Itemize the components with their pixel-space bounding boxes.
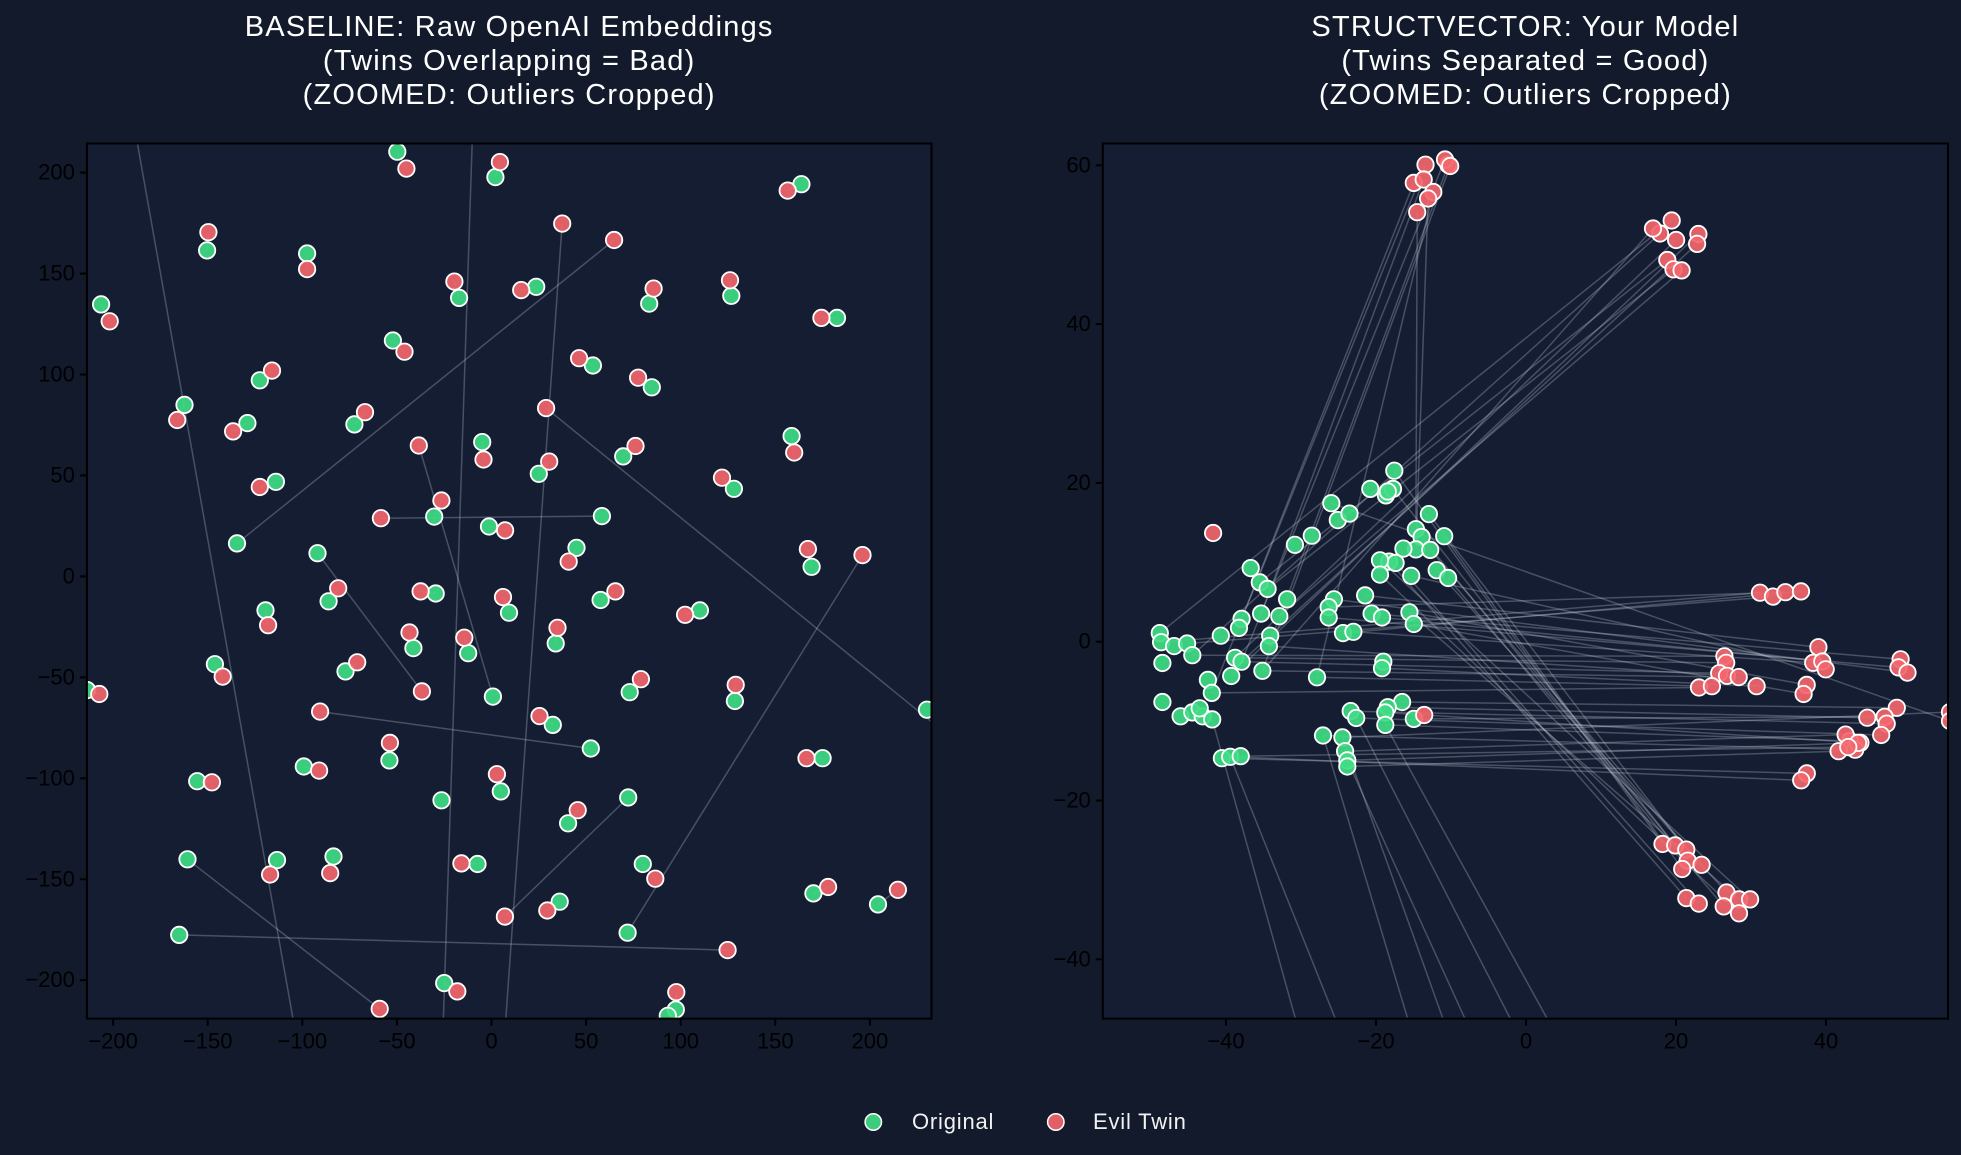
svg-text:(ZOOMED: Outliers Cropped): (ZOOMED: Outliers Cropped) [303,79,716,111]
svg-text:−100: −100 [278,1029,328,1054]
svg-text:−40: −40 [1053,946,1090,971]
svg-text:100: 100 [662,1029,699,1054]
svg-text:−50: −50 [378,1029,415,1054]
svg-text:−200: −200 [88,1029,138,1054]
svg-text:STRUCTVECTOR: Your Model: STRUCTVECTOR: Your Model [1311,11,1739,43]
svg-text:50: 50 [574,1029,598,1054]
svg-text:−20: −20 [1053,788,1090,813]
svg-text:−50: −50 [38,664,75,689]
svg-text:150: 150 [757,1029,794,1054]
svg-text:(Twins Separated = Good): (Twins Separated = Good) [1341,45,1709,77]
svg-text:−100: −100 [25,765,75,790]
svg-text:BASELINE: Raw OpenAI Embedding: BASELINE: Raw OpenAI Embeddings [245,11,774,43]
svg-text:40: 40 [1066,311,1090,336]
svg-text:−40: −40 [1207,1029,1244,1054]
svg-text:(Twins Overlapping = Bad): (Twins Overlapping = Bad) [323,45,696,77]
svg-text:0: 0 [1520,1029,1532,1054]
svg-text:200: 200 [38,160,75,185]
svg-text:40: 40 [1814,1029,1838,1054]
svg-text:100: 100 [38,362,75,387]
svg-text:0: 0 [63,563,75,588]
svg-text:−150: −150 [25,866,75,891]
svg-text:150: 150 [38,261,75,286]
svg-text:−200: −200 [25,967,75,992]
svg-text:0: 0 [1079,629,1091,654]
svg-text:200: 200 [852,1029,889,1054]
svg-text:60: 60 [1066,152,1090,177]
svg-text:Evil Twin: Evil Twin [1093,1109,1187,1134]
svg-text:Original: Original [912,1109,994,1134]
svg-text:(ZOOMED: Outliers Cropped): (ZOOMED: Outliers Cropped) [1319,79,1732,111]
svg-text:−150: −150 [183,1029,233,1054]
svg-text:50: 50 [50,462,74,487]
svg-text:0: 0 [485,1029,497,1054]
svg-text:−20: −20 [1357,1029,1394,1054]
svg-text:20: 20 [1664,1029,1688,1054]
svg-text:20: 20 [1066,470,1090,495]
